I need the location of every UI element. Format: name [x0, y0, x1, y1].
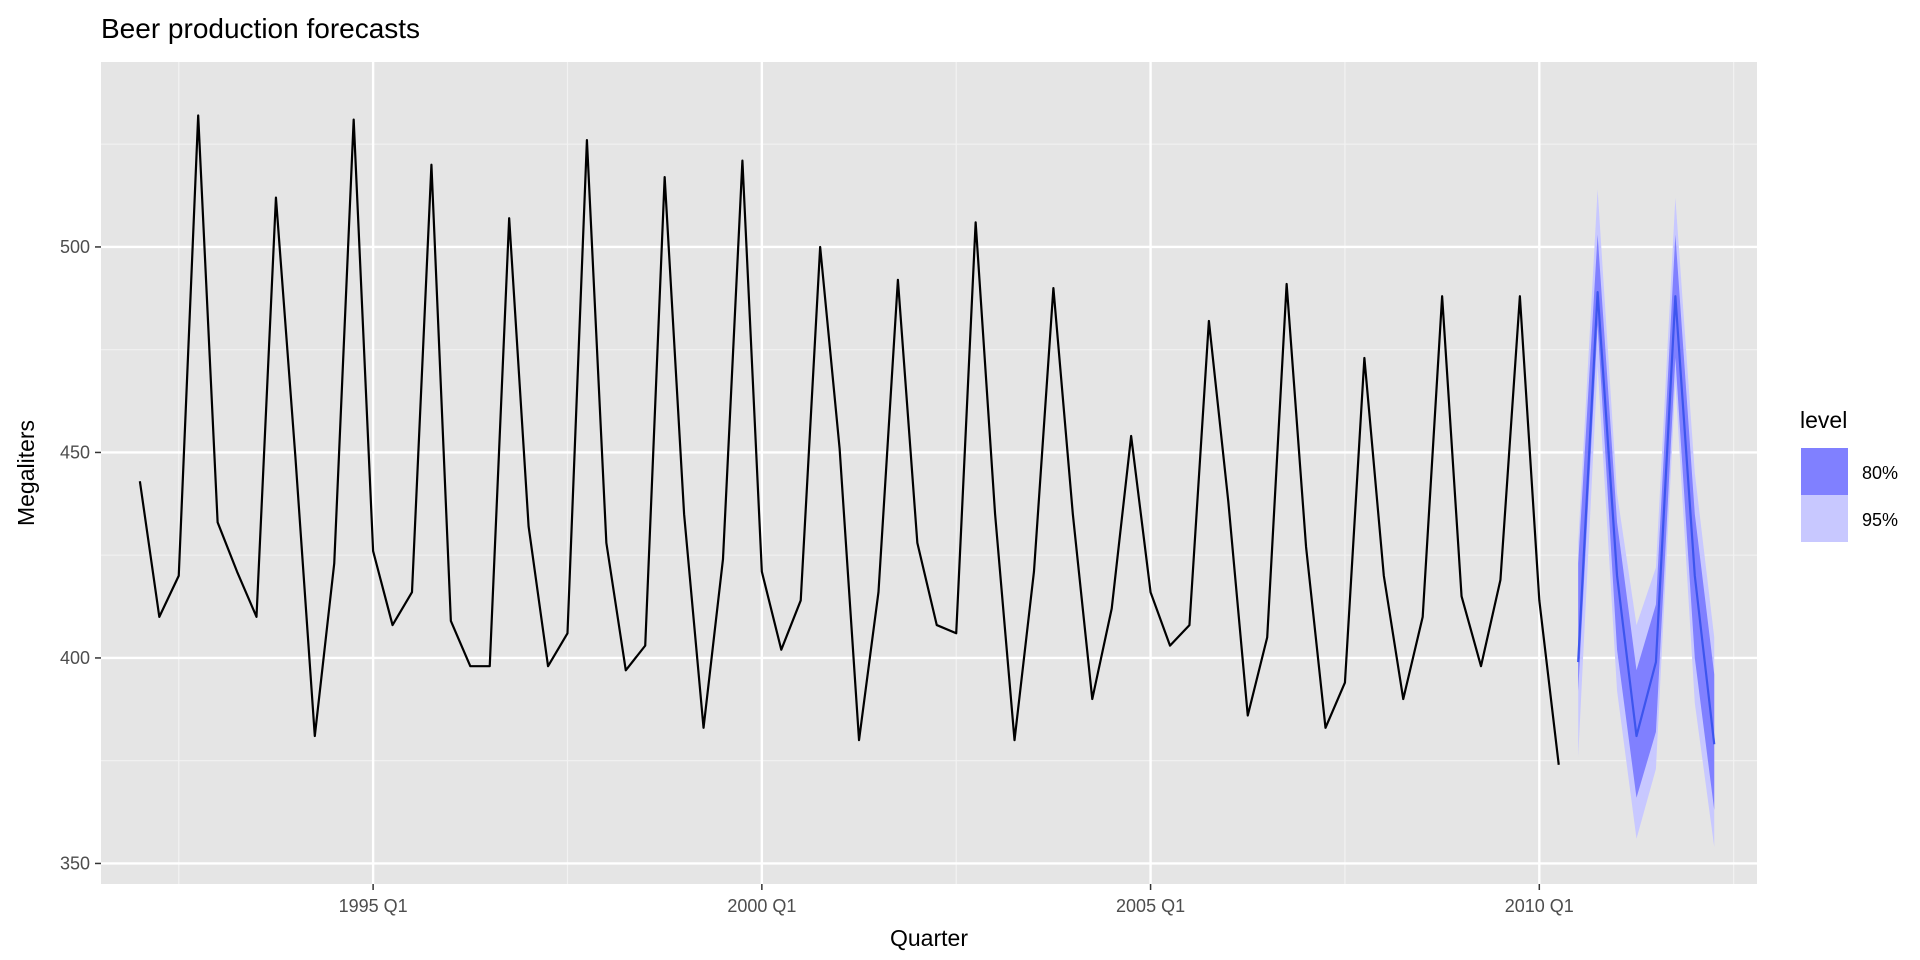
y-axis-title: Megaliters — [13, 420, 39, 526]
x-tick-label: 2005 Q1 — [1116, 896, 1185, 916]
x-axis: 1995 Q1 2000 Q1 2005 Q1 2010 Q1 — [339, 884, 1574, 916]
series-layer — [138, 114, 1716, 765]
legend-swatch-80 — [1801, 448, 1848, 495]
legend-title: level — [1800, 407, 1847, 433]
y-axis: 350 400 450 500 — [60, 237, 101, 873]
legend-label-80: 80% — [1862, 463, 1898, 483]
x-axis-title: Quarter — [890, 925, 968, 951]
x-tick-label: 1995 Q1 — [339, 896, 408, 916]
y-tick-label: 400 — [60, 648, 90, 668]
x-tick-label: 2010 Q1 — [1505, 896, 1574, 916]
legend-label-95: 95% — [1862, 510, 1898, 530]
x-tick-label: 2000 Q1 — [727, 896, 796, 916]
grid-layer — [101, 62, 1757, 884]
forecast-mean-line — [1577, 291, 1716, 745]
y-tick-label: 350 — [60, 853, 90, 873]
y-tick-label: 450 — [60, 442, 90, 462]
legend: level 80% 95% — [1800, 407, 1898, 542]
plot-panel — [101, 62, 1757, 884]
chart-title: Beer production forecasts — [101, 13, 420, 44]
y-tick-label: 500 — [60, 237, 90, 257]
legend-swatch-95 — [1801, 495, 1848, 542]
observed-series-line — [138, 114, 1560, 765]
